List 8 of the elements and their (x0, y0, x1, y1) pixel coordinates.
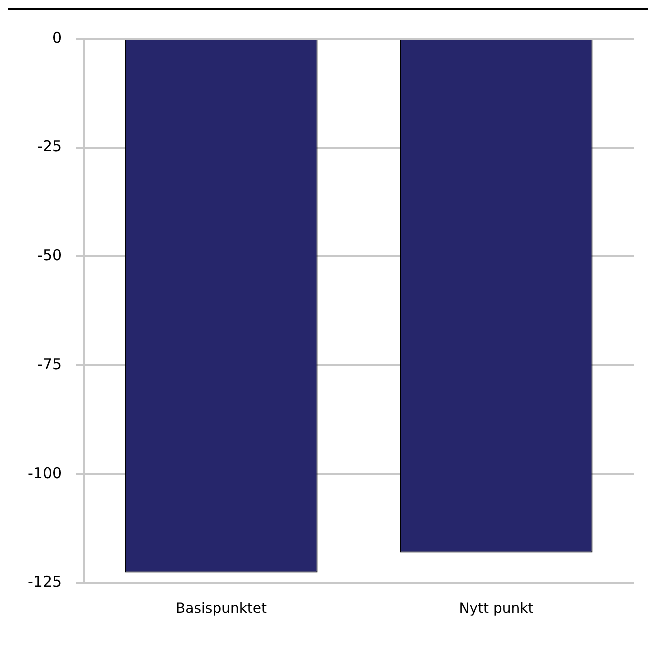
y-tick-label: -100 (28, 464, 62, 482)
y-tick-label: -25 (38, 138, 62, 156)
y-tick-label: -125 (28, 573, 62, 592)
y-tick-label: -75 (38, 355, 62, 374)
x-tick-label: Basispunktet (176, 601, 268, 618)
y-tick-label: -50 (38, 246, 62, 265)
x-tick-label: Nytt punkt (459, 601, 534, 618)
y-tick-label: 0 (52, 28, 62, 47)
